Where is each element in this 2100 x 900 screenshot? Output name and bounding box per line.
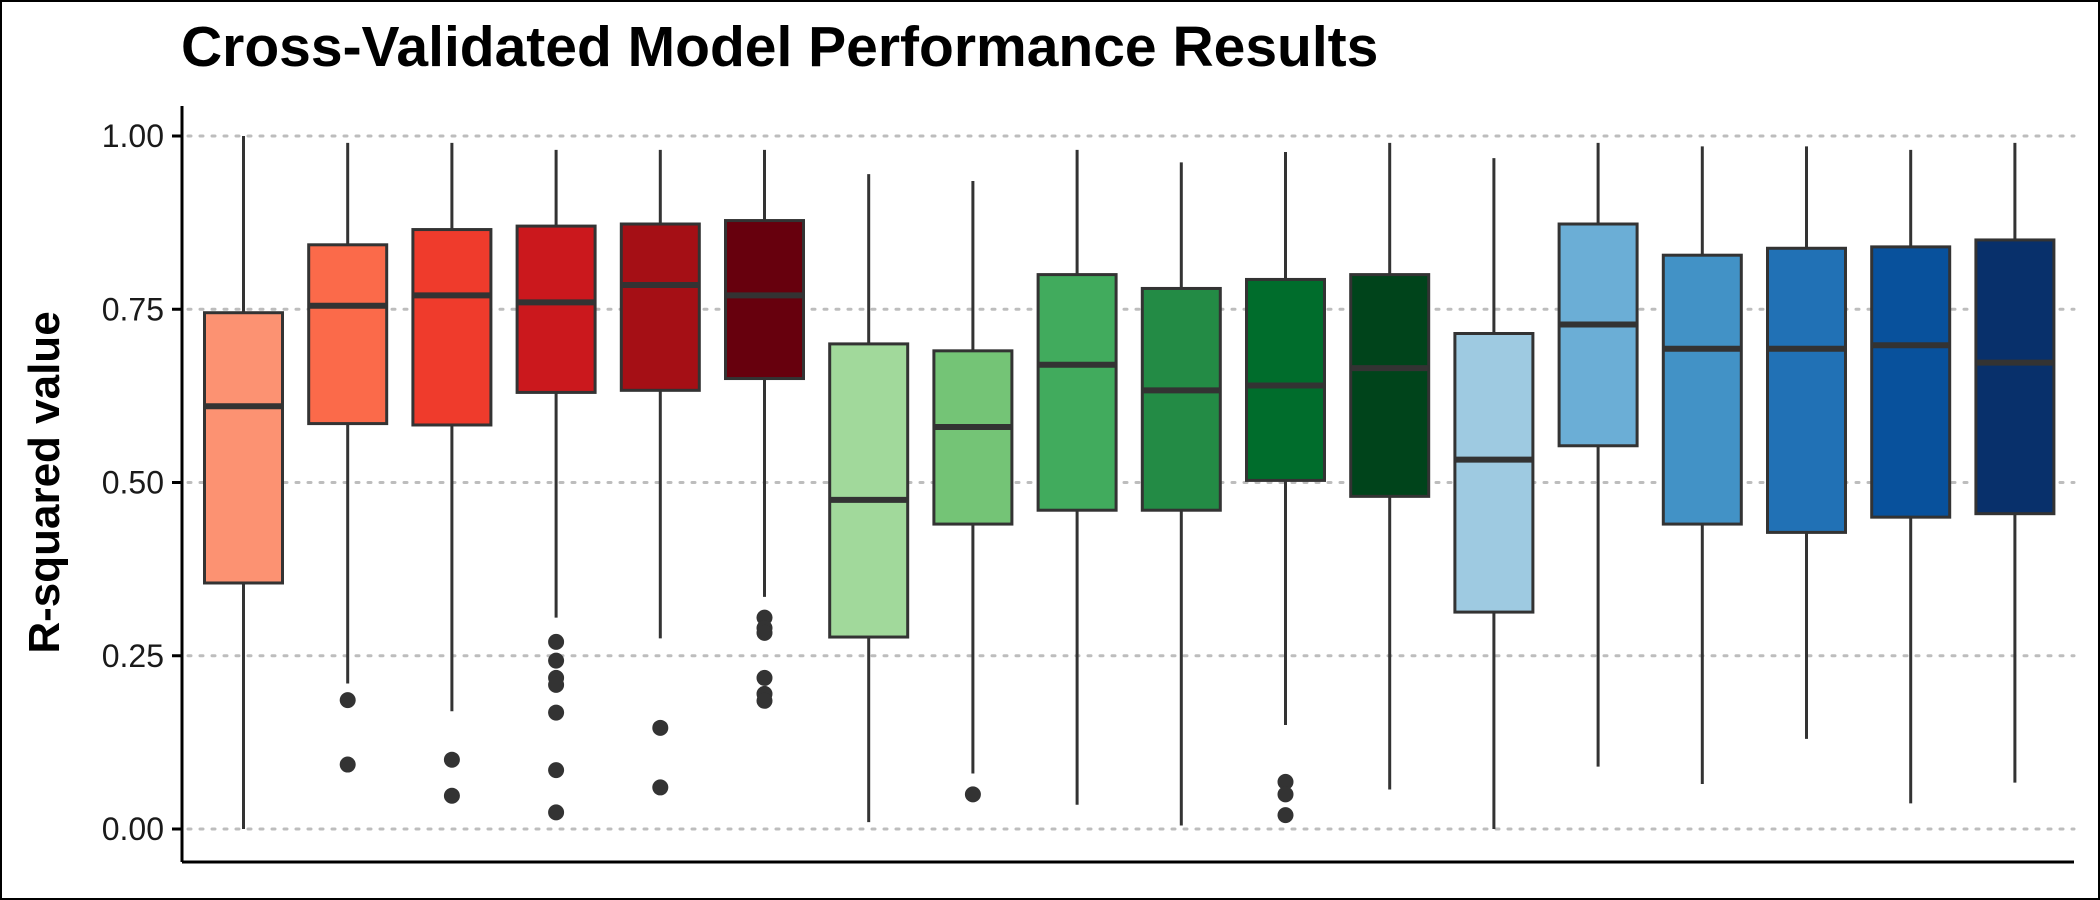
box-6 [724, 149, 805, 709]
outlier-point [548, 676, 565, 693]
box-7 [828, 174, 910, 823]
outlier-point [1277, 773, 1294, 790]
box-4 [515, 149, 597, 821]
box-17 [1870, 149, 1952, 804]
gridlines [186, 134, 2076, 831]
box-9 [1036, 149, 1118, 805]
outlier-point [756, 692, 773, 709]
box-iqr [1557, 222, 1639, 448]
box-iqr [307, 243, 389, 426]
box-3 [411, 142, 493, 804]
box-18 [1974, 142, 2056, 783]
outlier-point [652, 779, 669, 796]
box-iqr [1245, 277, 1326, 482]
boxes [203, 136, 2056, 829]
box-16 [1766, 146, 1847, 739]
box-iqr [619, 222, 701, 392]
box-11 [1245, 151, 1326, 824]
box-13 [1453, 158, 1535, 829]
box-2 [307, 142, 389, 773]
outlier-point [548, 652, 565, 669]
box-15 [1661, 146, 1743, 784]
outlier-point [1277, 786, 1294, 803]
chart-title: Cross-Validated Model Performance Result… [181, 15, 1379, 79]
box-14 [1557, 142, 1639, 767]
outlier-point [548, 804, 565, 821]
box-iqr [1870, 245, 1952, 519]
y-tick-label: 0.25 [102, 638, 164, 674]
y-tick-label: 1.00 [102, 118, 164, 154]
box-iqr [203, 311, 284, 585]
outlier-point [964, 786, 981, 803]
outlier-point [756, 624, 773, 641]
outlier-point [339, 756, 356, 773]
outlier-point [339, 692, 356, 709]
box-5 [619, 149, 701, 796]
outlier-point [548, 704, 565, 721]
outlier-point [443, 751, 460, 768]
box-iqr [1766, 246, 1847, 534]
box-iqr [1036, 273, 1118, 512]
y-tick-label: 0.00 [102, 811, 164, 847]
box-10 [1140, 162, 1222, 826]
box-iqr [1140, 286, 1222, 512]
box-iqr [1453, 332, 1535, 614]
outlier-point [443, 787, 460, 804]
box-iqr [724, 219, 805, 381]
outlier-point [652, 719, 669, 736]
box-iqr [828, 342, 910, 639]
y-axis-label: R-squared value [20, 311, 69, 653]
outlier-point [1277, 807, 1294, 824]
box-12 [1349, 142, 1431, 790]
box-iqr [932, 349, 1014, 526]
box-1 [203, 136, 284, 829]
box-8 [932, 181, 1014, 803]
box-iqr [1974, 238, 2056, 516]
outlier-point [756, 669, 773, 686]
y-tick-label: 0.50 [102, 465, 164, 501]
y-axis-ticks: 0.00 0.25 0.50 0.75 1.00 [102, 118, 182, 847]
y-tick-label: 0.75 [102, 291, 164, 327]
outlier-point [548, 633, 565, 650]
box-iqr [1661, 253, 1743, 526]
outlier-point [548, 762, 565, 779]
box-iqr [515, 224, 597, 394]
box-iqr [411, 228, 493, 427]
box-iqr [1349, 273, 1431, 498]
